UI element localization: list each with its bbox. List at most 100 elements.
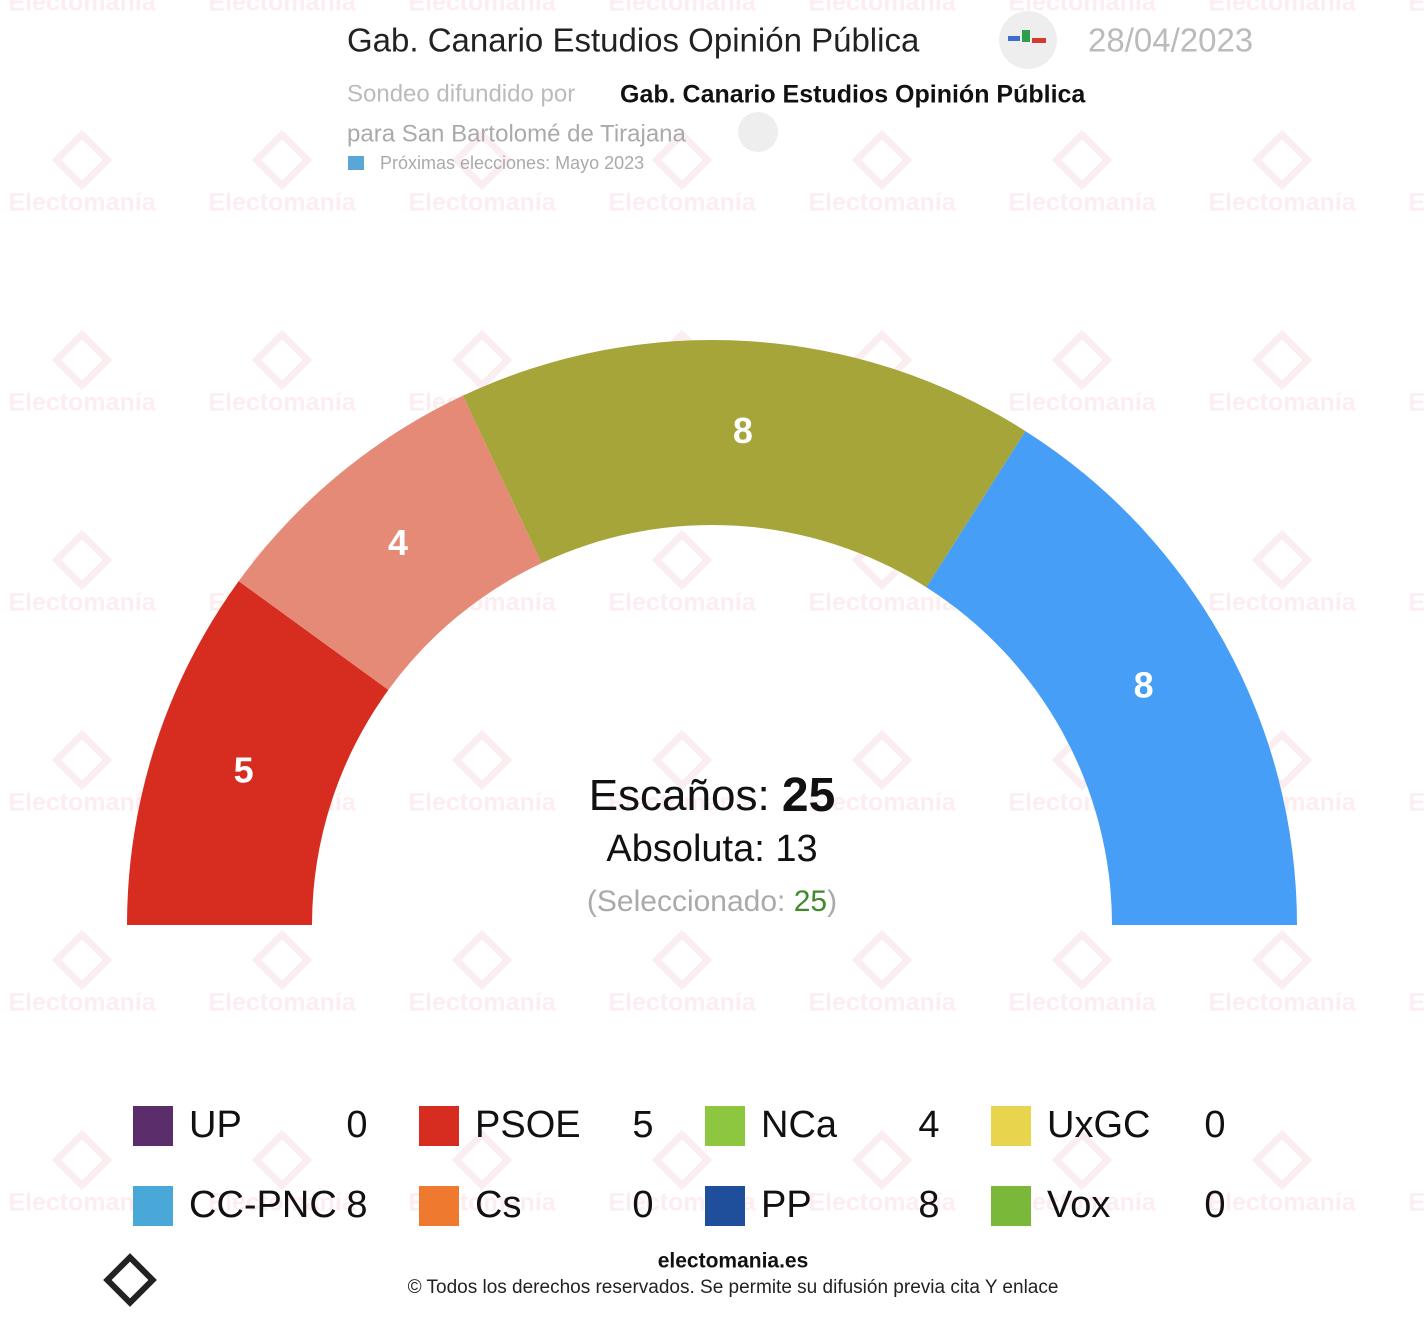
watermark-logo — [451, 129, 513, 191]
majority-line: Absoluta: 13 — [606, 828, 817, 870]
seat-segment — [462, 340, 1026, 588]
legend-name: Vox — [1047, 1184, 1110, 1226]
watermark-logo — [1051, 929, 1113, 991]
legend-name: UP — [189, 1104, 242, 1146]
watermark: Electomanía — [808, 0, 956, 17]
legend-icon — [419, 1186, 459, 1226]
legend-name: PP — [761, 1184, 812, 1226]
watermark-logo — [651, 1129, 713, 1191]
legend-name: CC-PNC — [189, 1184, 337, 1226]
legend-value: 0 — [1204, 1104, 1225, 1146]
majority: 13 — [775, 828, 817, 870]
watermark: Electomanía — [1208, 989, 1356, 1017]
logo-part — [1008, 36, 1020, 41]
legend: UP 0 PSOE 5 NCa 4 UxGC 0CC-PNC 8 Cs 0 PP 8 Vox 0 — [133, 1104, 1226, 1226]
place: para San Bartolomé de Tirajana — [347, 120, 687, 147]
next-elections: Próximas elecciones: Mayo 2023 — [380, 153, 644, 173]
watermark-logo — [1251, 329, 1313, 391]
watermark-logo — [1251, 129, 1313, 191]
watermark: Electomanía — [8, 789, 156, 817]
selected-line: (Seleccionado: 25) — [587, 885, 837, 918]
watermark-logo — [251, 929, 313, 991]
segment-label: 8 — [1134, 664, 1154, 705]
watermark-logo — [251, 129, 313, 191]
watermark: Electomanía — [208, 189, 356, 217]
legend-value: 0 — [632, 1184, 653, 1226]
watermark-logo — [51, 1129, 113, 1191]
legend-name: PSOE — [475, 1104, 581, 1146]
watermark: Electomanía — [8, 1189, 156, 1217]
logo-part — [1032, 38, 1046, 43]
legend-name: UxGC — [1047, 1104, 1150, 1146]
site: electomania.es — [658, 1250, 809, 1273]
legend-icon — [133, 1186, 173, 1226]
watermark: Electomanía — [1008, 0, 1156, 17]
pollster: Gab. Canario Estudios Opinión Pública — [620, 81, 1086, 109]
watermark: Electomanía — [1408, 389, 1424, 417]
selected-close: ) — [827, 885, 837, 918]
watermark: Electomanía — [8, 0, 156, 17]
watermark: Electomanía — [808, 189, 956, 217]
watermark: Electomanía — [408, 789, 556, 817]
watermark: Electomanía — [1408, 789, 1424, 817]
watermark-logo — [51, 729, 113, 791]
watermark-logo — [1051, 129, 1113, 191]
watermark: Electomanía — [808, 789, 956, 817]
watermark-logo — [51, 529, 113, 591]
watermark-logo — [451, 329, 513, 391]
watermark: Electomanía — [608, 589, 756, 617]
watermark-logo — [251, 329, 313, 391]
seats-line: Escaños: 25 — [589, 769, 836, 822]
legend-value: 8 — [346, 1184, 367, 1226]
watermark: Electomanía — [1208, 389, 1356, 417]
watermark: Electomanía — [8, 589, 156, 617]
watermark: Electomanía — [608, 0, 756, 17]
watermark-logo — [1251, 929, 1313, 991]
ballot-icon — [348, 156, 364, 170]
watermark: Electomanía — [808, 1189, 956, 1217]
watermark-logo — [51, 129, 113, 191]
watermark-logo — [51, 329, 113, 391]
watermark: Electomanía — [1208, 1189, 1356, 1217]
watermark-logo — [1051, 329, 1113, 391]
legend-value: 0 — [1204, 1184, 1225, 1226]
watermark: Electomanía — [1408, 989, 1424, 1017]
seats-label: Escaños: — [589, 771, 770, 820]
seat-segment — [238, 395, 542, 690]
watermark-logo — [851, 729, 913, 791]
watermark: Electomanía — [808, 989, 956, 1017]
watermark: Electomanía — [8, 389, 156, 417]
watermark-logo — [51, 929, 113, 991]
legend-icon — [419, 1106, 459, 1146]
selected: 25 — [794, 885, 827, 918]
watermark-logo — [1251, 1129, 1313, 1191]
legend-value: 8 — [918, 1184, 939, 1226]
watermark: Electomanía — [8, 189, 156, 217]
watermark-logo — [651, 529, 713, 591]
legend-icon — [991, 1106, 1031, 1146]
legend-icon — [705, 1106, 745, 1146]
segment-label: 4 — [388, 522, 408, 563]
watermark: Electomanía — [808, 589, 956, 617]
watermark-logo — [1051, 1129, 1113, 1191]
legend-icon — [133, 1106, 173, 1146]
watermark-logo — [451, 1129, 513, 1191]
watermark: Electomanía — [408, 989, 556, 1017]
hemicycle: 5 4 8 8 — [127, 340, 1297, 925]
title: Gab. Canario Estudios Opinión Pública — [347, 22, 920, 59]
segment-label: 5 — [234, 749, 254, 790]
watermark: Electomanía — [1008, 389, 1156, 417]
segment-label: 8 — [733, 410, 753, 451]
majority-label: Absoluta: — [606, 828, 764, 870]
watermark: Electomanía — [1408, 589, 1424, 617]
watermark: Electomanía — [408, 0, 556, 17]
legend-value: 4 — [918, 1104, 939, 1146]
legend-name: NCa — [761, 1104, 838, 1146]
watermark: Electomanía — [1408, 1189, 1424, 1217]
watermark-logo — [851, 929, 913, 991]
watermark-logo — [851, 1129, 913, 1191]
watermark: Electomanía — [1208, 0, 1356, 17]
selected-label: (Seleccionado: — [587, 885, 785, 918]
spread-by: Sondeo difundido por — [347, 80, 575, 107]
